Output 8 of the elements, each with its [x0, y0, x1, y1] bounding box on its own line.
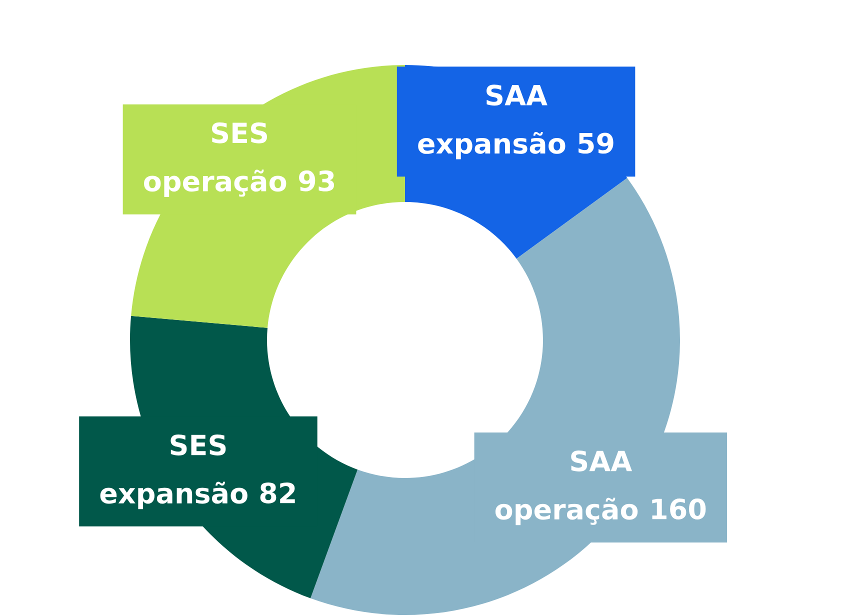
- data-label: 59: [578, 132, 614, 154]
- slice-label: SAA operação: [495, 450, 638, 526]
- data-label: 93: [299, 170, 334, 192]
- data-label: 160: [652, 498, 706, 520]
- data-label: 82: [260, 482, 295, 504]
- slice-label: SES expansão: [100, 434, 248, 510]
- slice-label: SES operação: [144, 122, 286, 198]
- slice-label: SAA expansão: [418, 84, 566, 160]
